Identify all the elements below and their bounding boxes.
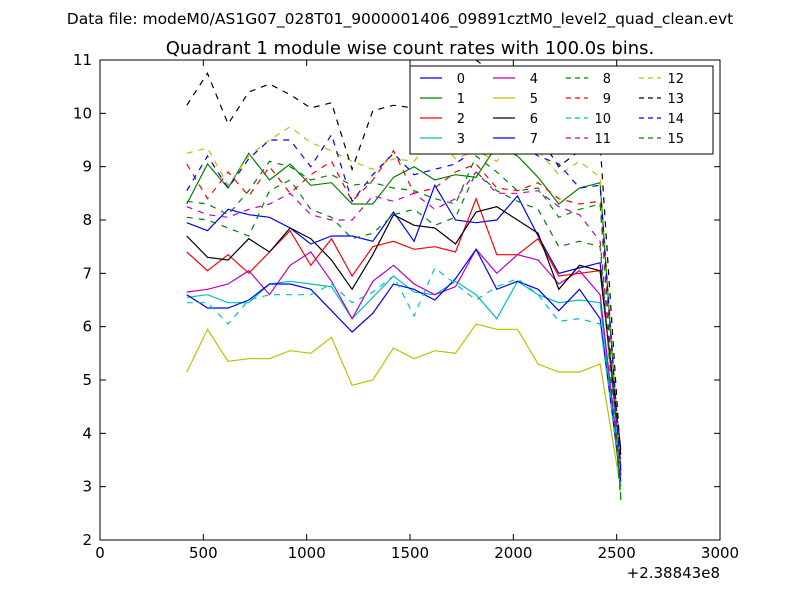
legend-label-14: 14 <box>667 112 684 127</box>
series-line-1 <box>186 144 622 477</box>
plot-frame <box>99 59 721 541</box>
series-line-14 <box>186 133 622 471</box>
legend-label-15: 15 <box>667 132 684 147</box>
legend-label-6: 6 <box>530 112 538 127</box>
x-tick-label: 2000 <box>494 544 532 562</box>
y-tick-label: 11 <box>73 51 92 69</box>
x-tick-label: 0 <box>95 544 105 562</box>
y-tick-label: 3 <box>82 478 92 496</box>
legend-label-8: 8 <box>603 72 611 87</box>
x-tick-label: 1000 <box>288 544 326 562</box>
series-line-3 <box>186 275 622 487</box>
x-tick-label: 1500 <box>391 544 429 562</box>
series-line-9 <box>186 149 622 466</box>
legend-label-7: 7 <box>530 132 538 147</box>
legend-label-10: 10 <box>594 112 611 127</box>
series-line-5 <box>186 323 622 490</box>
legend-label-3: 3 <box>457 132 465 147</box>
y-tick-label: 2 <box>82 531 92 549</box>
legend-label-0: 0 <box>457 72 465 87</box>
x-tick-label: 3000 <box>701 544 739 562</box>
series-line-0 <box>186 183 622 466</box>
legend-label-9: 9 <box>603 92 611 107</box>
y-tick-label: 8 <box>82 211 92 229</box>
series-line-11 <box>186 171 622 466</box>
series-layer <box>186 60 622 501</box>
x-tick-label: 2500 <box>598 544 636 562</box>
legend-label-5: 5 <box>530 92 538 107</box>
y-tick-label: 9 <box>82 158 92 176</box>
series-line-4 <box>186 248 622 477</box>
series-line-6 <box>186 206 622 450</box>
x-tick-label: 500 <box>189 544 218 562</box>
legend-label-12: 12 <box>667 72 684 87</box>
series-line-8 <box>186 171 622 501</box>
legend-box <box>409 65 714 155</box>
legend-label-4: 4 <box>530 72 538 87</box>
legend-label-11: 11 <box>594 132 611 147</box>
x-offset-label: +2.38843e8 <box>627 564 720 582</box>
series-line-10 <box>186 267 622 477</box>
series-line-12 <box>186 125 622 471</box>
y-tick-label: 10 <box>73 104 92 122</box>
chart-suptitle: Data file: modeM0/AS1G07_028T01_90000014… <box>67 10 733 29</box>
y-tick-label: 4 <box>82 424 92 442</box>
y-tick-label: 6 <box>82 318 92 336</box>
series-line-13 <box>186 60 622 461</box>
series-line-2 <box>186 197 622 455</box>
chart-title: Quadrant 1 module wise count rates with … <box>166 38 655 59</box>
y-tick-label: 5 <box>82 371 92 389</box>
legend-label-2: 2 <box>457 112 465 127</box>
legend-label-1: 1 <box>457 92 465 107</box>
series-line-15 <box>186 155 622 498</box>
y-tick-label: 7 <box>82 264 92 282</box>
legend-label-13: 13 <box>667 92 684 107</box>
series-line-7 <box>186 248 622 482</box>
